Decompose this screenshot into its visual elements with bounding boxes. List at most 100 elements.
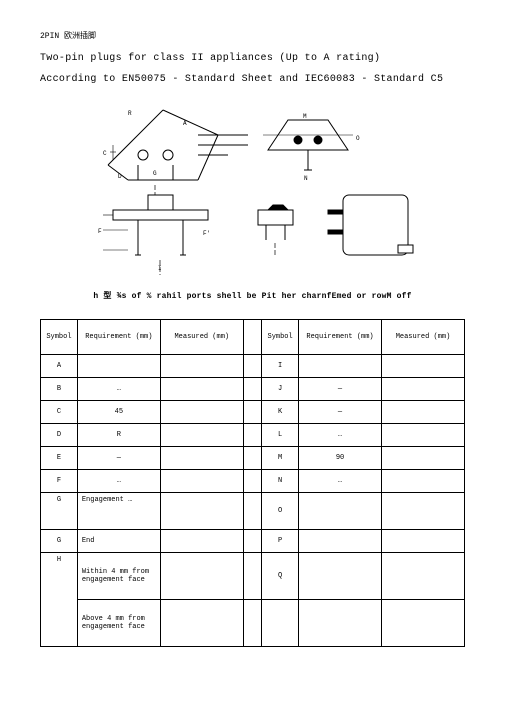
th-req-left: Requirement (mm) [77, 320, 160, 355]
cell [382, 355, 465, 378]
cell: L [262, 424, 299, 447]
cell: H [41, 553, 78, 647]
table-row: G End P [41, 530, 465, 553]
th-symbol-right: Symbol [262, 320, 299, 355]
cell [299, 355, 382, 378]
cell: G [41, 530, 78, 553]
table-row: C45 K— [41, 401, 465, 424]
cell [243, 553, 261, 600]
cell: D [41, 424, 78, 447]
cell [243, 600, 261, 647]
table-row: G Engagement … O [41, 493, 465, 530]
cell [243, 424, 261, 447]
cell [382, 424, 465, 447]
svg-text:I: I [158, 265, 162, 272]
cell: … [77, 470, 160, 493]
cell [382, 600, 465, 647]
cell: G [41, 493, 78, 530]
cell [382, 401, 465, 424]
cell: … [77, 378, 160, 401]
title-line-2: According to EN50075 - Standard Sheet an… [40, 74, 465, 85]
cell [382, 378, 465, 401]
th-req-right: Requirement (mm) [299, 320, 382, 355]
cell [160, 600, 243, 647]
svg-text:F': F' [203, 230, 210, 237]
cell [382, 530, 465, 553]
cell [160, 470, 243, 493]
cell: — [299, 378, 382, 401]
cell: Within 4 mm from engagement face [77, 553, 160, 600]
cell: Q [262, 553, 299, 600]
svg-text:M: M [303, 113, 307, 120]
cell: K [262, 401, 299, 424]
cell [382, 493, 465, 530]
cell [243, 447, 261, 470]
svg-text:F: F [98, 228, 102, 235]
svg-text:G: G [153, 170, 157, 177]
cell [243, 493, 261, 530]
cell: A [41, 355, 78, 378]
table-row: B… J— [41, 378, 465, 401]
cell: Engagement … [77, 493, 160, 530]
table-row: DR L… [41, 424, 465, 447]
cell [243, 355, 261, 378]
cell [243, 378, 261, 401]
cell [160, 401, 243, 424]
svg-text:A: A [183, 120, 187, 127]
cell [382, 553, 465, 600]
cell [77, 355, 160, 378]
table-row: A I [41, 355, 465, 378]
cell [243, 401, 261, 424]
diagram-caption: h 型 ¾s of % rahil ports shell be Pit her… [40, 290, 465, 301]
cell [160, 378, 243, 401]
cell: End [77, 530, 160, 553]
cell: P [262, 530, 299, 553]
spec-table: Symbol Requirement (mm) Measured (mm) Sy… [40, 319, 465, 647]
cell [160, 447, 243, 470]
cell [262, 600, 299, 647]
svg-text:D: D [118, 173, 122, 180]
table-row: Above 4 mm from engagement face [41, 600, 465, 647]
cell [382, 447, 465, 470]
th-gap [243, 320, 261, 355]
technical-diagram: C D G R A M O N [83, 95, 423, 285]
cell: — [77, 447, 160, 470]
table-row: H Within 4 mm from engagement face Q [41, 553, 465, 600]
table-row: E— M90 [41, 447, 465, 470]
cell: E [41, 447, 78, 470]
cell [243, 530, 261, 553]
cell [299, 600, 382, 647]
cell [160, 530, 243, 553]
cell: N [262, 470, 299, 493]
cell: R [77, 424, 160, 447]
title-line-1: Two-pin plugs for class II appliances (U… [40, 53, 465, 64]
cell: Above 4 mm from engagement face [77, 600, 160, 647]
cell: C [41, 401, 78, 424]
cell [299, 553, 382, 600]
cell: … [299, 470, 382, 493]
cell [299, 530, 382, 553]
cell: I [262, 355, 299, 378]
cell [160, 493, 243, 530]
cell [243, 470, 261, 493]
th-symbol-left: Symbol [41, 320, 78, 355]
cell [160, 355, 243, 378]
cell: O [262, 493, 299, 530]
th-meas-right: Measured (mm) [382, 320, 465, 355]
th-meas-left: Measured (mm) [160, 320, 243, 355]
cell: 45 [77, 401, 160, 424]
cell: … [299, 424, 382, 447]
cell: J [262, 378, 299, 401]
cell: F [41, 470, 78, 493]
cell [299, 493, 382, 530]
page-header-small: 2PIN 欧洲插脚 [40, 30, 465, 41]
cell: M [262, 447, 299, 470]
svg-text:R: R [128, 110, 132, 117]
svg-text:N: N [304, 175, 308, 182]
table-row: F… N… [41, 470, 465, 493]
table-header-row: Symbol Requirement (mm) Measured (mm) Sy… [41, 320, 465, 355]
cell [382, 470, 465, 493]
cell: — [299, 401, 382, 424]
svg-text:O: O [356, 135, 360, 142]
cell [160, 553, 243, 600]
